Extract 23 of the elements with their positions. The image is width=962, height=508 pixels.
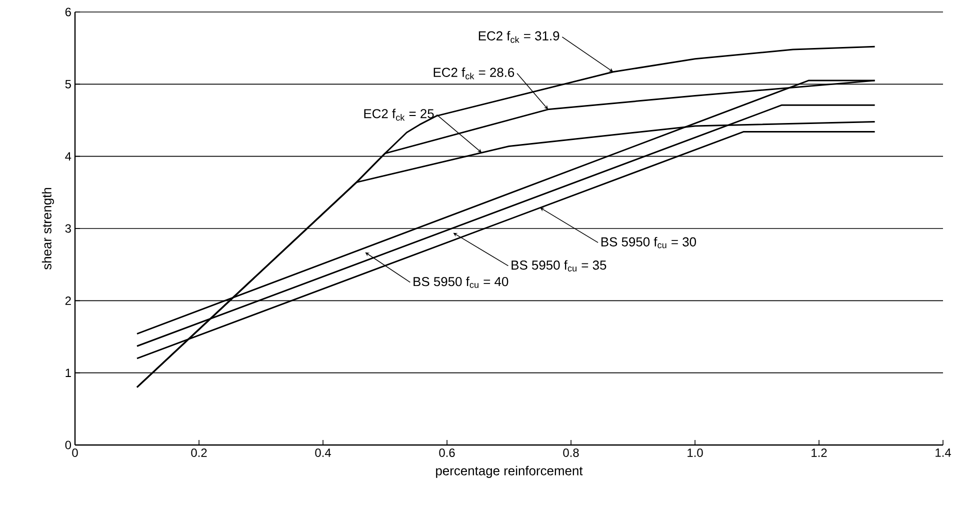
y-tick-label: 4 — [65, 152, 72, 160]
annotation: BS 5950 f$_{cu}$ = 35 — [512, 260, 606, 272]
x-tick-label: 0 — [72, 448, 78, 457]
x-tick-label: 0.6 — [439, 448, 455, 457]
y-axis-title: shear strength — [42, 188, 54, 270]
y-tick-label: 5 — [65, 80, 71, 88]
x-tick-label: 0.2 — [191, 448, 207, 457]
annotation: EC2 f$_{ck}$ = 31.9 — [478, 30, 560, 43]
x-tick-label: 1.2 — [812, 448, 827, 457]
y-tick-label: 1 — [66, 368, 71, 377]
x-axis-title: percentage reinforcement — [436, 466, 583, 478]
y-tick-label: 0 — [65, 440, 72, 450]
y-tick-label: 6 — [65, 8, 71, 16]
x-tick-label: 1.4 — [936, 448, 951, 457]
x-tick-label: 0.4 — [315, 448, 331, 457]
annotation: BS 5950 f$_{cu}$ = 40 — [414, 276, 508, 288]
x-tick-label: 1.0 — [688, 448, 703, 457]
x-tick-label: 0.8 — [563, 448, 579, 457]
y-tick-label: 2 — [65, 296, 71, 305]
annotation: EC2 f$_{ck}$ = 28.6 — [434, 67, 514, 80]
annotation: EC2 f$_{ck}$ = 25 — [364, 108, 434, 121]
annotation: BS 5950 f$_{cu}$ = 30 — [601, 236, 696, 248]
y-tick-label: 3 — [65, 224, 71, 233]
